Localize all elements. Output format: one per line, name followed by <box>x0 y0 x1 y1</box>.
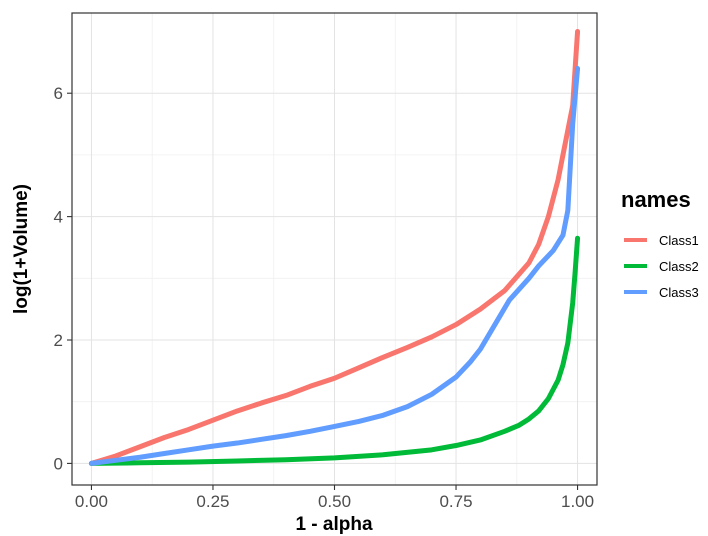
legend-label-class1: Class1 <box>659 233 699 248</box>
grid-major <box>72 13 597 485</box>
y-tick-label: 0 <box>54 454 63 473</box>
y-tick-label: 6 <box>54 84 63 103</box>
legend-label-class3: Class3 <box>659 285 699 300</box>
legend-title: names <box>621 187 691 212</box>
x-axis-ticks: 0.00 0.25 0.50 0.75 1.00 <box>75 485 594 511</box>
y-tick-label: 4 <box>54 208 63 227</box>
legend-label-class2: Class2 <box>659 259 699 274</box>
y-axis-ticks: 0 2 4 6 <box>54 84 72 473</box>
x-tick-label: 1.00 <box>561 492 594 511</box>
series-lines <box>88 29 581 466</box>
x-tick-label: 0.00 <box>75 492 108 511</box>
series-line-class2 <box>88 235 581 466</box>
x-tick-label: 0.50 <box>318 492 351 511</box>
x-axis-title: 1 - alpha <box>295 514 373 535</box>
series-line-class3 <box>88 66 581 466</box>
y-tick-label: 2 <box>54 331 63 350</box>
series-line-class1 <box>88 29 581 466</box>
y-axis-title: log(1+Volume) <box>11 184 32 314</box>
legend-items: Class1 Class2 Class3 <box>624 233 699 300</box>
x-tick-label: 0.25 <box>196 492 229 511</box>
x-tick-label: 0.75 <box>439 492 472 511</box>
legend: names Class1 Class2 Class3 <box>621 187 699 300</box>
